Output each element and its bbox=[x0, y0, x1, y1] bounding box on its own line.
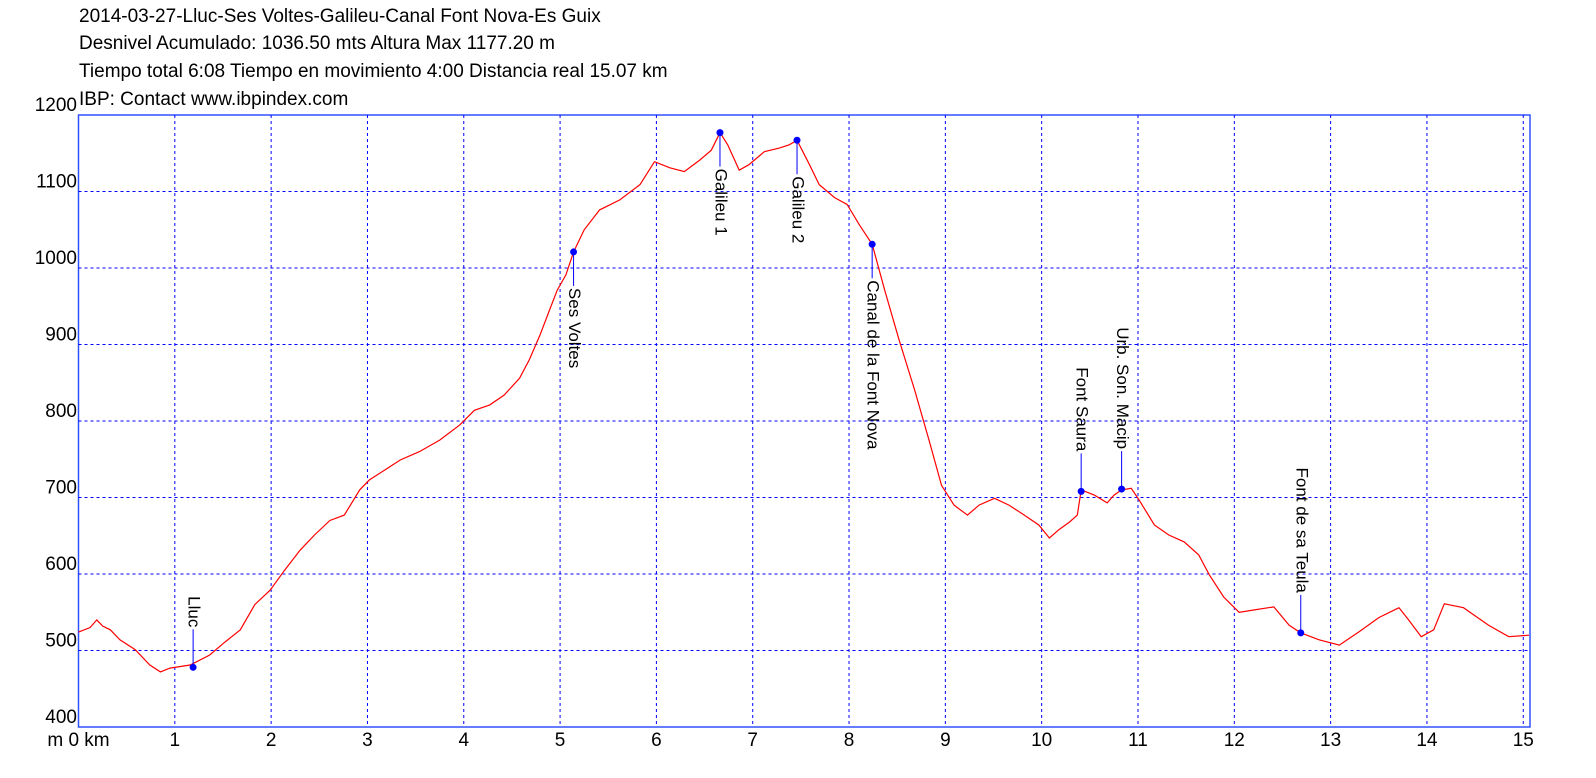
x-tick-label: 14 bbox=[1416, 730, 1438, 751]
x-tick-label: 7 bbox=[747, 730, 758, 751]
y-tick-label: 400 bbox=[45, 707, 77, 728]
x-tick-label: 1 bbox=[170, 730, 181, 751]
x-tick-label: 9 bbox=[940, 730, 951, 751]
waypoint-label: Galileu 2 bbox=[789, 176, 808, 243]
waypoint-label: Font Saura bbox=[1073, 367, 1092, 452]
x-tick-label: 2 bbox=[266, 730, 277, 751]
x-tick-label: 12 bbox=[1224, 730, 1245, 751]
waypoint-marker bbox=[570, 248, 578, 256]
waypoint-label: Galileu 1 bbox=[711, 169, 730, 236]
y-tick-label: 1100 bbox=[36, 172, 77, 193]
y-tick-label: 1200 bbox=[35, 95, 77, 116]
waypoint-marker bbox=[1077, 487, 1085, 495]
x-tick-label: 11 bbox=[1128, 730, 1148, 751]
x-tick-label: 6 bbox=[651, 730, 662, 751]
y-tick-label: 1000 bbox=[35, 248, 77, 269]
title-line: Desnivel Acumulado: 1036.50 mts Altura M… bbox=[79, 33, 555, 54]
elevation-line bbox=[78, 131, 1530, 673]
x-tick-label: 8 bbox=[844, 730, 855, 751]
waypoint-label: Urb. Son. Macip bbox=[1113, 327, 1132, 449]
y-tick-label: 500 bbox=[45, 631, 77, 652]
waypoint-marker bbox=[716, 129, 724, 137]
waypoint-label: Lluc bbox=[185, 596, 204, 628]
title-line: 2014-03-27-Lluc-Ses Voltes-Galileu-Canal… bbox=[79, 6, 601, 27]
x-tick-label: 4 bbox=[458, 730, 469, 751]
waypoint-marker bbox=[189, 663, 197, 671]
x-tick-label: 13 bbox=[1320, 730, 1341, 751]
waypoint-marker bbox=[793, 136, 801, 144]
y-tick-label: 900 bbox=[45, 325, 77, 346]
waypoint-label: Ses Voltes bbox=[565, 288, 584, 368]
title-line: IBP: Contact www.ibpindex.com bbox=[79, 89, 348, 110]
x-tick-label: 5 bbox=[555, 730, 566, 751]
x-tick-label: 15 bbox=[1513, 730, 1534, 751]
waypoint-marker bbox=[1297, 629, 1305, 637]
y-tick-label: 700 bbox=[45, 478, 77, 499]
waypoint-marker bbox=[1118, 485, 1126, 493]
waypoint-label: Canal de la Font Nova bbox=[864, 280, 883, 450]
y-tick-label: 800 bbox=[45, 401, 77, 422]
x-tick-label: m 0 km bbox=[47, 730, 109, 751]
x-tick-label: 3 bbox=[362, 730, 373, 751]
waypoint-label: Font de sa Teula bbox=[1292, 468, 1311, 594]
y-tick-label: 600 bbox=[45, 554, 77, 575]
title-line: Tiempo total 6:08 Tiempo en movimiento 4… bbox=[79, 61, 668, 82]
x-tick-label: 10 bbox=[1031, 730, 1052, 751]
waypoint-marker bbox=[868, 240, 876, 248]
